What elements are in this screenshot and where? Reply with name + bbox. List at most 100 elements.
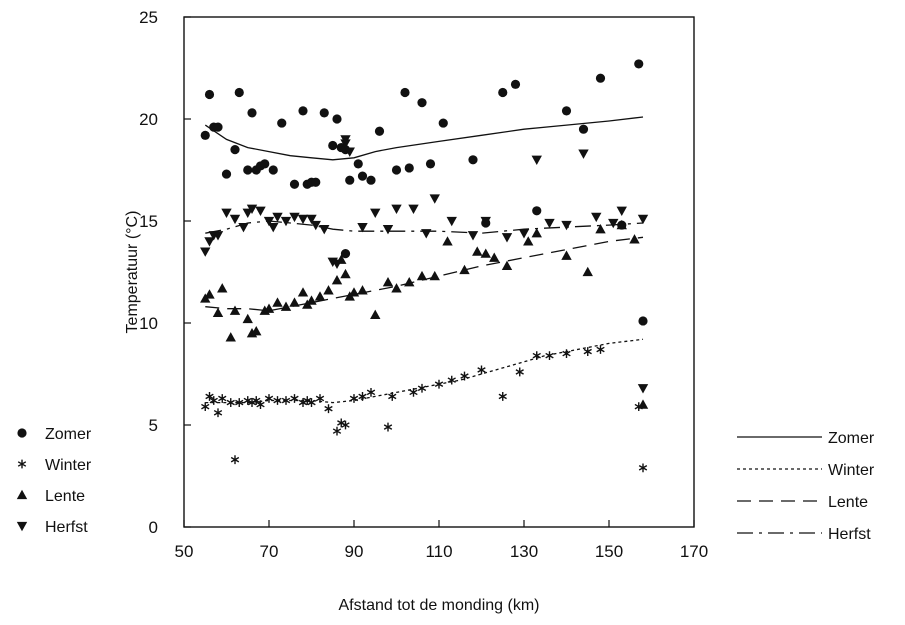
point-herfst xyxy=(229,214,241,225)
point-lente xyxy=(531,228,542,238)
axis-ticks: 50 70 90 110 130 150 170 0 5 10 15 20 25 xyxy=(139,8,708,561)
point-herfst xyxy=(280,216,292,227)
point-lente xyxy=(391,283,402,293)
y-tick-label: 5 xyxy=(149,416,158,435)
point-lente xyxy=(472,246,483,256)
legend-line-label-winter: Winter xyxy=(828,462,875,479)
point-herfst xyxy=(637,384,649,394)
point-lente xyxy=(561,250,572,260)
point-herfst xyxy=(429,194,440,204)
point-herfst xyxy=(212,231,224,241)
curve-zomer xyxy=(204,116,644,161)
point-zomer xyxy=(234,87,244,98)
legend-marker-lente xyxy=(16,489,28,500)
point-lente xyxy=(382,277,394,287)
point-herfst xyxy=(331,259,343,270)
point-lente xyxy=(637,399,649,409)
point-lente xyxy=(331,274,343,285)
plot-frame xyxy=(183,16,695,528)
point-winter xyxy=(583,347,592,356)
point-winter xyxy=(388,392,397,401)
point-herfst xyxy=(501,233,513,243)
x-tick-label: 130 xyxy=(510,542,538,561)
point-herfst xyxy=(221,208,232,219)
point-winter xyxy=(230,455,240,465)
point-winter xyxy=(434,379,444,389)
point-zomer xyxy=(277,118,287,128)
point-zomer xyxy=(221,169,232,179)
point-winter xyxy=(638,463,648,473)
point-lente xyxy=(225,332,236,342)
point-winter xyxy=(264,394,274,403)
point-winter xyxy=(562,349,571,358)
point-lente xyxy=(416,270,428,281)
point-lente xyxy=(323,285,334,295)
legend-marker-winter xyxy=(17,459,27,469)
point-zomer xyxy=(366,175,376,185)
point-zomer xyxy=(468,155,478,165)
point-winter xyxy=(409,387,418,397)
point-winter xyxy=(358,392,367,401)
point-zomer xyxy=(340,249,351,259)
trend-curves xyxy=(204,116,644,404)
point-lente xyxy=(480,248,491,258)
legend-markers: Zomer Winter Lente Herfst xyxy=(16,426,92,536)
point-zomer xyxy=(357,171,368,181)
y-tick-label: 25 xyxy=(139,8,158,27)
point-winter xyxy=(417,383,427,393)
point-lente xyxy=(357,285,368,295)
point-winter xyxy=(209,396,218,405)
point-winter xyxy=(383,422,393,432)
point-herfst xyxy=(319,225,330,235)
point-lente xyxy=(212,307,224,317)
point-herfst xyxy=(306,214,317,225)
x-tick-label: 50 xyxy=(175,542,194,561)
point-zomer xyxy=(561,106,572,116)
y-axis-title: Temperatuur (°C) xyxy=(124,211,141,334)
point-herfst xyxy=(255,206,266,216)
point-herfst xyxy=(246,204,258,214)
point-herfst xyxy=(518,229,530,239)
point-herfst xyxy=(544,218,555,229)
x-tick-label: 150 xyxy=(595,542,623,561)
point-lente xyxy=(242,313,253,324)
point-lente xyxy=(289,297,300,307)
point-winter xyxy=(366,387,376,397)
x-tick-label: 90 xyxy=(345,542,364,561)
point-zomer xyxy=(328,140,338,151)
point-winter xyxy=(349,394,359,403)
point-zomer xyxy=(345,175,355,185)
point-zomer xyxy=(510,79,521,89)
point-zomer xyxy=(311,177,321,187)
point-winter xyxy=(226,398,235,407)
point-winter xyxy=(235,398,244,407)
point-herfst xyxy=(421,229,432,239)
point-winter xyxy=(307,398,316,407)
point-lente xyxy=(297,287,309,297)
point-winter xyxy=(252,396,261,405)
point-lente xyxy=(523,236,534,246)
legend-label-winter: Winter xyxy=(45,457,92,474)
point-winter xyxy=(324,404,333,414)
point-zomer xyxy=(200,130,210,140)
curve-lente xyxy=(205,236,644,312)
point-herfst xyxy=(531,155,542,165)
point-winter xyxy=(460,371,469,381)
point-winter xyxy=(332,426,342,436)
point-zomer xyxy=(247,108,257,118)
point-lente xyxy=(370,309,381,319)
legend-label-herfst: Herfst xyxy=(45,519,88,536)
point-zomer xyxy=(391,165,402,175)
point-zomer xyxy=(243,165,253,175)
point-winter xyxy=(341,420,350,430)
point-lente xyxy=(429,270,440,281)
point-herfst xyxy=(616,206,627,216)
point-zomer xyxy=(400,87,410,98)
point-zomer xyxy=(425,159,436,169)
point-zomer xyxy=(204,89,215,100)
point-winter xyxy=(477,365,486,375)
point-lente xyxy=(280,301,292,311)
point-zomer xyxy=(404,163,414,173)
point-winter xyxy=(290,394,299,403)
